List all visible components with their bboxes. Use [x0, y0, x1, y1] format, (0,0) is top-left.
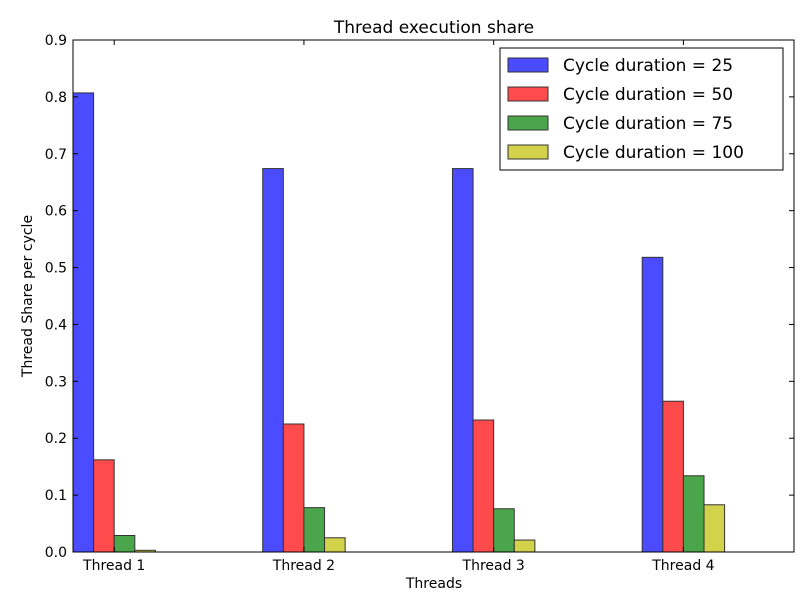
legend-label: Cycle duration = 50: [563, 85, 733, 105]
bar-4-series-2: [662, 400, 684, 553]
x-axis-label: Threads: [405, 576, 462, 592]
bar-1-series-2: [93, 459, 115, 553]
x-tick-label: Thread 4: [651, 558, 714, 574]
legend-label: Cycle duration = 75: [563, 114, 733, 134]
y-tick-label: 0.3: [45, 374, 67, 390]
bar-2-series-1: [262, 168, 284, 553]
bar-3-series-1: [451, 168, 474, 553]
legend-swatch: [507, 86, 549, 102]
plot-area-frame: [72, 39, 795, 553]
bar-4-series-4: [703, 504, 726, 553]
y-axis: 0.0 0.1 0.2 0.3 0.4 0.5 0.6 0.7 0.8 0.9: [45, 33, 794, 561]
legend: Cycle duration = 25 Cycle duration = 50 Cy…: [499, 47, 784, 171]
bar-3-series-3: [493, 508, 515, 553]
legend-label: Cycle duration = 100: [563, 143, 744, 163]
bar-1-series-1: [72, 92, 95, 553]
bar-4-series-1: [641, 256, 664, 553]
legend-swatch: [507, 144, 549, 160]
legend-swatch: [507, 115, 549, 131]
bar-1-series-3: [113, 535, 136, 553]
legend-label: Cycle duration = 25: [563, 56, 733, 76]
y-tick-label: 0.2: [45, 431, 67, 447]
x-axis: Thread 1 Thread 2 Thread 3 Thread 4: [82, 40, 715, 574]
bar-2-series-3: [303, 507, 326, 553]
y-tick-label: 0.4: [45, 317, 67, 333]
legend-swatch: [507, 57, 549, 73]
bar-2-series-2: [282, 423, 305, 553]
x-tick-label: Thread 2: [272, 558, 335, 574]
y-tick-label: 0.6: [45, 204, 67, 220]
bar-2-series-4: [324, 537, 346, 553]
bars-group: [72, 92, 726, 553]
bar-4-series-3: [682, 475, 705, 553]
chart-title: Thread execution share: [333, 18, 534, 38]
y-tick-label: 0.9: [45, 33, 67, 49]
y-tick-label: 0.8: [45, 90, 67, 106]
bar-3-series-2: [472, 419, 495, 553]
y-tick-label: 0.5: [45, 261, 67, 277]
y-tick-label: 0.1: [45, 488, 67, 504]
y-tick-label: 0.7: [45, 147, 67, 163]
y-axis-label: Thread Share per cycle: [20, 215, 36, 378]
x-tick-label: Thread 3: [462, 558, 525, 574]
bar-3-series-4: [513, 539, 536, 553]
y-tick-label: 0.0: [45, 545, 67, 561]
x-tick-label: Thread 1: [82, 558, 145, 574]
